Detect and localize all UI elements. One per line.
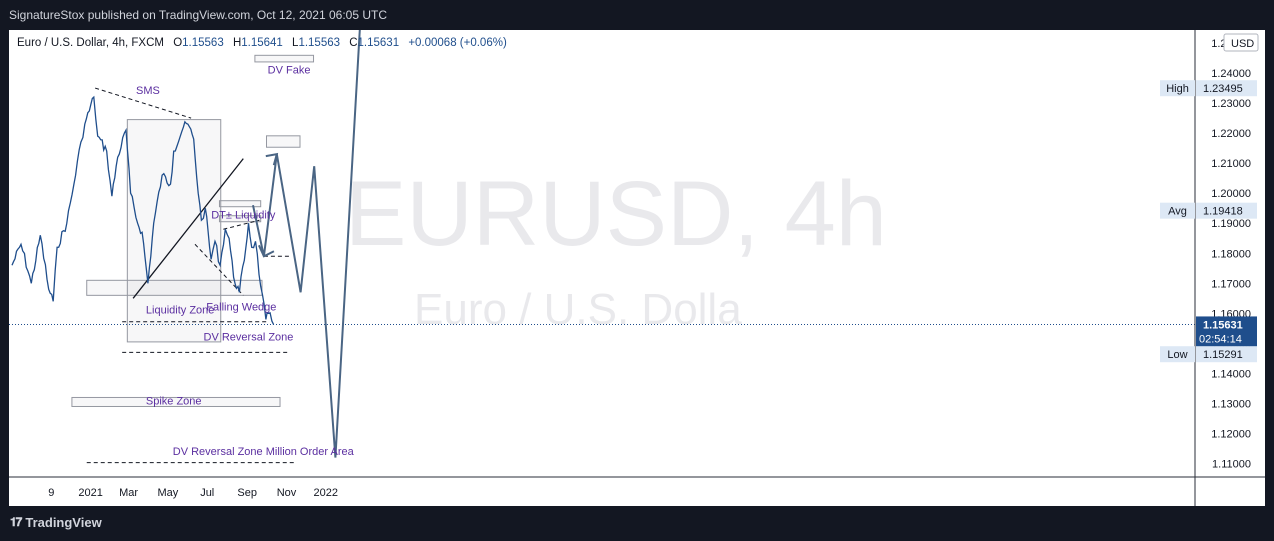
price-labels: High 1.23495 Avg 1.19418 1.15631 02:54:14 Low 1… — [1160, 80, 1257, 363]
high-label: H — [233, 37, 241, 49]
zone-box — [71, 396, 281, 407]
tradingview-logo[interactable]: 𝟏𝟕 TradingView — [10, 515, 102, 530]
annotation-label: DV Reversal Zone — [204, 331, 294, 343]
annotation-label: Falling Wedge — [206, 301, 276, 313]
price-tick-label: 1.13000 — [1211, 398, 1251, 410]
annotation-label: Spike Zone — [146, 395, 202, 407]
time-tick-label: Jul — [200, 487, 214, 499]
symbol-name: Euro / U.S. Dollar, 4h, FXCM — [17, 37, 164, 49]
low-value: 1.15563 — [298, 37, 340, 49]
trendline — [132, 158, 244, 299]
price-tick-label: 1.20000 — [1211, 188, 1251, 200]
dashed-line — [223, 219, 260, 230]
zone-box — [86, 279, 263, 296]
annotation-label: SMS — [136, 85, 160, 97]
price-tick-label: 1.11000 — [1212, 459, 1251, 471]
annotation-label: DV Reversal Zone Million Order Area — [173, 446, 355, 458]
dashed-line — [194, 243, 244, 296]
price-label-tag — [1160, 346, 1195, 363]
annotation-label: DT± Liquidity — [211, 210, 276, 222]
currency-badge[interactable]: USD — [1223, 33, 1259, 52]
zone-layer — [71, 54, 315, 407]
price-tick-label: 1.21000 — [1211, 158, 1251, 170]
price-tick-label: 1.24000 — [1211, 68, 1251, 80]
price-label-tag — [1160, 80, 1195, 97]
annotation-label: Liquidity Zone — [146, 304, 215, 316]
tradingview-mark-icon: 𝟏𝟕 — [10, 515, 22, 529]
price-axis[interactable]: 1.250001.240001.230001.220001.210001.200… — [1211, 38, 1251, 471]
watermark-symbol: EURUSD, 4h — [345, 163, 887, 265]
price-chart[interactable]: EURUSD, 4h Euro / U.S. Dolla SMS DV Fake D… — [9, 30, 1265, 506]
open-label: O — [173, 37, 182, 49]
price-tick-label: 1.18000 — [1211, 248, 1251, 260]
close-label: C — [349, 37, 357, 49]
time-tick-label: 9 — [48, 487, 54, 499]
close-value: 1.15631 — [358, 37, 400, 49]
change-value: +0.00068 (+0.06%) — [408, 37, 507, 49]
price-label-name: Low — [1167, 349, 1187, 361]
time-tick-label: May — [158, 487, 179, 499]
price-label-value: 1.23495 — [1203, 83, 1243, 95]
price-tick-label: 1.19000 — [1211, 218, 1251, 230]
publish-info: SignatureStox published on TradingView.c… — [9, 8, 388, 22]
price-line — [11, 95, 275, 325]
price-tick-label: 1.12000 — [1211, 429, 1251, 441]
dashed-line — [94, 87, 192, 119]
current-price-badge — [1196, 316, 1257, 347]
low-label: L — [292, 37, 299, 49]
price-label-box — [1196, 80, 1257, 97]
price-label-name: Avg — [1168, 206, 1187, 218]
projection-arrow-icon — [265, 152, 279, 166]
drawing-lines-layer — [9, 87, 1195, 464]
time-tick-label: Sep — [237, 487, 257, 499]
price-label-name: High — [1166, 83, 1189, 95]
price-label-tag — [1160, 202, 1195, 219]
high-value: 1.15641 — [241, 37, 283, 49]
chart-frame[interactable]: EURUSD, 4h Euro / U.S. Dolla SMS DV Fake D… — [9, 30, 1265, 506]
time-tick-label: Mar — [119, 487, 138, 499]
price-tick-label: 1.22000 — [1211, 128, 1251, 140]
projection-arrow-icon — [258, 244, 275, 258]
time-tick-label: 2022 — [314, 487, 338, 499]
publish-header: SignatureStox published on TradingView.c… — [0, 0, 1274, 30]
annotation-label: DV Fake — [268, 64, 311, 76]
bar-countdown: 02:54:14 — [1199, 333, 1242, 345]
watermark-group: EURUSD, 4h Euro / U.S. Dolla — [345, 163, 887, 334]
time-tick-label: 2021 — [78, 487, 102, 499]
price-layer — [11, 95, 275, 325]
zone-box — [126, 119, 222, 343]
time-tick-label: Nov — [277, 487, 297, 499]
price-tick-label: 1.23000 — [1211, 98, 1251, 110]
zone-box — [265, 135, 301, 148]
tradingview-brand: TradingView — [25, 515, 102, 530]
zone-box — [218, 215, 262, 223]
symbol-legend[interactable]: Euro / U.S. Dollar, 4h, FXCM O1.15563 H1… — [17, 37, 507, 49]
current-price-value: 1.15631 — [1203, 319, 1243, 331]
price-label-box — [1196, 202, 1257, 219]
currency-label: USD — [1231, 38, 1254, 50]
projection-layer — [252, 30, 361, 458]
price-label-box — [1196, 346, 1257, 363]
time-axis[interactable]: 9 2021 Mar May Jul Sep Nov 2022 — [48, 487, 338, 499]
price-tick-label: 1.17000 — [1211, 278, 1251, 290]
price-tick-label: 1.14000 — [1211, 368, 1251, 380]
watermark-description: Euro / U.S. Dolla — [414, 285, 742, 334]
price-label-value: 1.15291 — [1203, 349, 1243, 361]
open-value: 1.15563 — [182, 37, 224, 49]
projection-path — [252, 30, 361, 458]
price-label-value: 1.19418 — [1203, 206, 1243, 218]
zone-box — [218, 200, 262, 208]
annotation-layer: SMS DV Fake DT± Liquidity Liquidity ZoneFal… — [136, 64, 355, 458]
zone-box — [254, 54, 315, 63]
